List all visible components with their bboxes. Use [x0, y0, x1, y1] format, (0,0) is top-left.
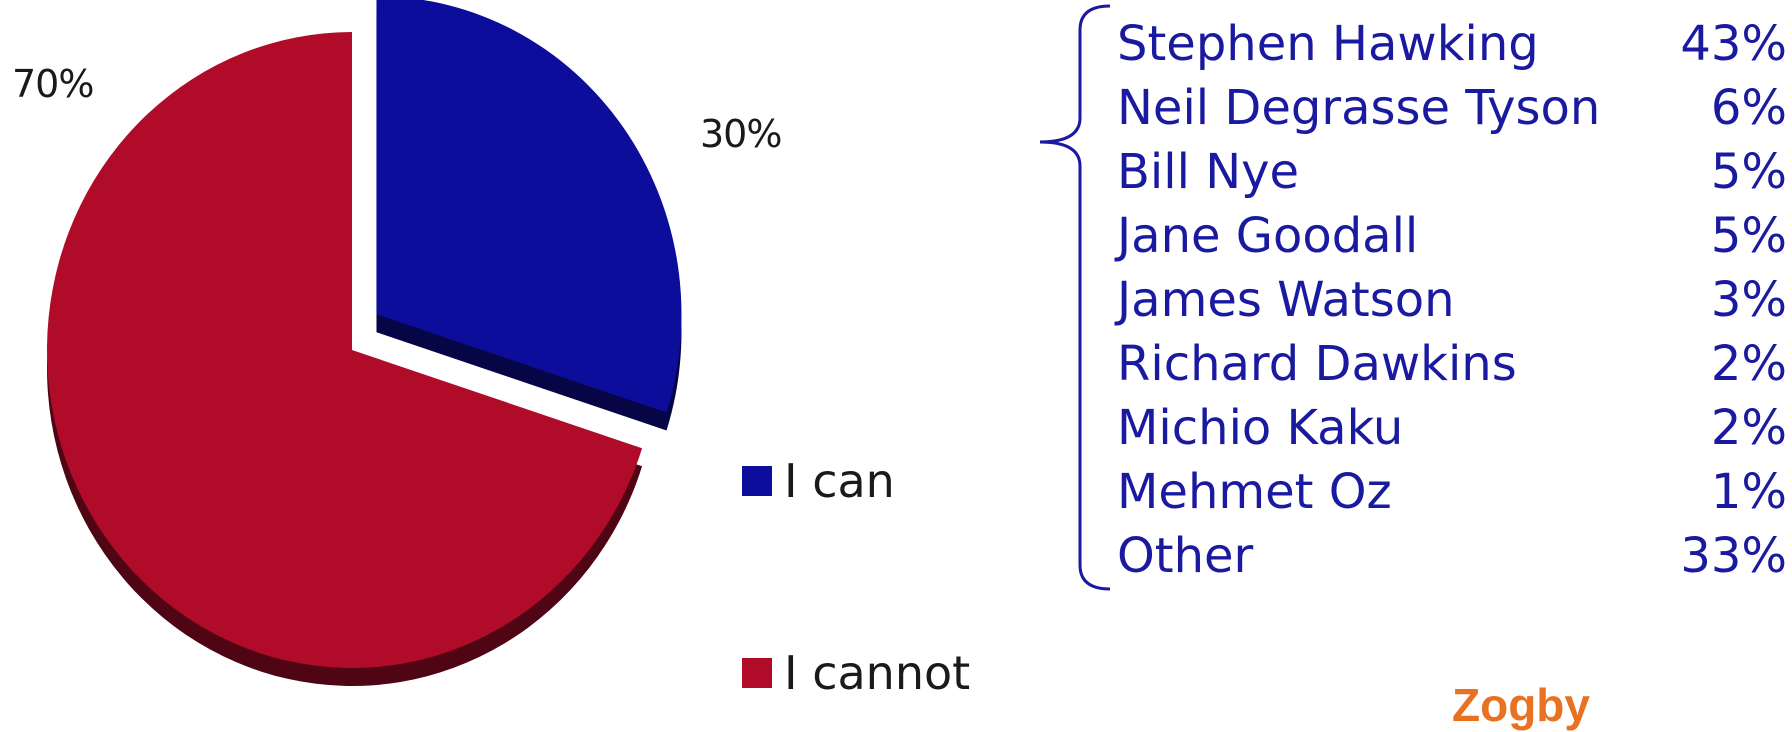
list-item: Stephen Hawking 43%	[1117, 12, 1787, 76]
list-item: Mehmet Oz 1%	[1117, 460, 1787, 524]
scientist-name: Bill Nye	[1117, 144, 1300, 200]
pie-chart	[47, 0, 682, 686]
legend-swatch-can	[742, 466, 772, 496]
scientist-name: Jane Goodall	[1117, 208, 1419, 264]
legend: I can I cannot	[742, 454, 971, 700]
legend-label-can: I can	[784, 454, 895, 508]
list-item: Michio Kaku 2%	[1117, 396, 1787, 460]
scientist-percent: 6%	[1710, 80, 1787, 136]
legend-label-cannot: I cannot	[784, 646, 971, 700]
scientist-name: Richard Dawkins	[1117, 336, 1517, 392]
scientist-percent: 43%	[1680, 16, 1787, 72]
scientist-percent: 2%	[1710, 336, 1787, 392]
scientist-percent: 3%	[1710, 272, 1787, 328]
zogby-logo: Zogby	[1452, 679, 1590, 731]
slice-label-cannot: 70%	[12, 62, 94, 106]
list-item: James Watson 3%	[1117, 268, 1787, 332]
legend-item-can: I can	[742, 454, 970, 508]
list-item: Other 33%	[1117, 524, 1787, 588]
scientist-name: Michio Kaku	[1117, 400, 1404, 456]
scientist-percent: 5%	[1710, 144, 1787, 200]
scientist-name: James Watson	[1117, 272, 1455, 328]
scientist-percent: 2%	[1710, 400, 1787, 456]
list-item: Jane Goodall 5%	[1117, 204, 1787, 268]
scientist-name: Neil Degrasse Tyson	[1117, 80, 1601, 136]
slice-label-can: 30%	[700, 112, 782, 156]
list-item: Bill Nye 5%	[1117, 140, 1787, 204]
scientist-percent: 1%	[1710, 464, 1787, 520]
scientist-percent: 33%	[1680, 528, 1787, 584]
pie-slice-cannot	[47, 32, 643, 669]
list-item: Richard Dawkins 2%	[1117, 332, 1787, 396]
scientist-name: Other	[1117, 528, 1254, 584]
pie-slice-can	[376, 0, 682, 413]
scientist-name: Stephen Hawking	[1117, 16, 1539, 72]
curly-brace	[1039, 4, 1111, 591]
legend-swatch-cannot	[742, 658, 772, 688]
scientist-percent: 5%	[1710, 208, 1787, 264]
scientist-name: Mehmet Oz	[1117, 464, 1392, 520]
scientist-list: Stephen Hawking 43% Neil Degrasse Tyson …	[1117, 12, 1787, 588]
list-item: Neil Degrasse Tyson 6%	[1117, 76, 1787, 140]
legend-item-cannot: I cannot	[742, 646, 971, 700]
